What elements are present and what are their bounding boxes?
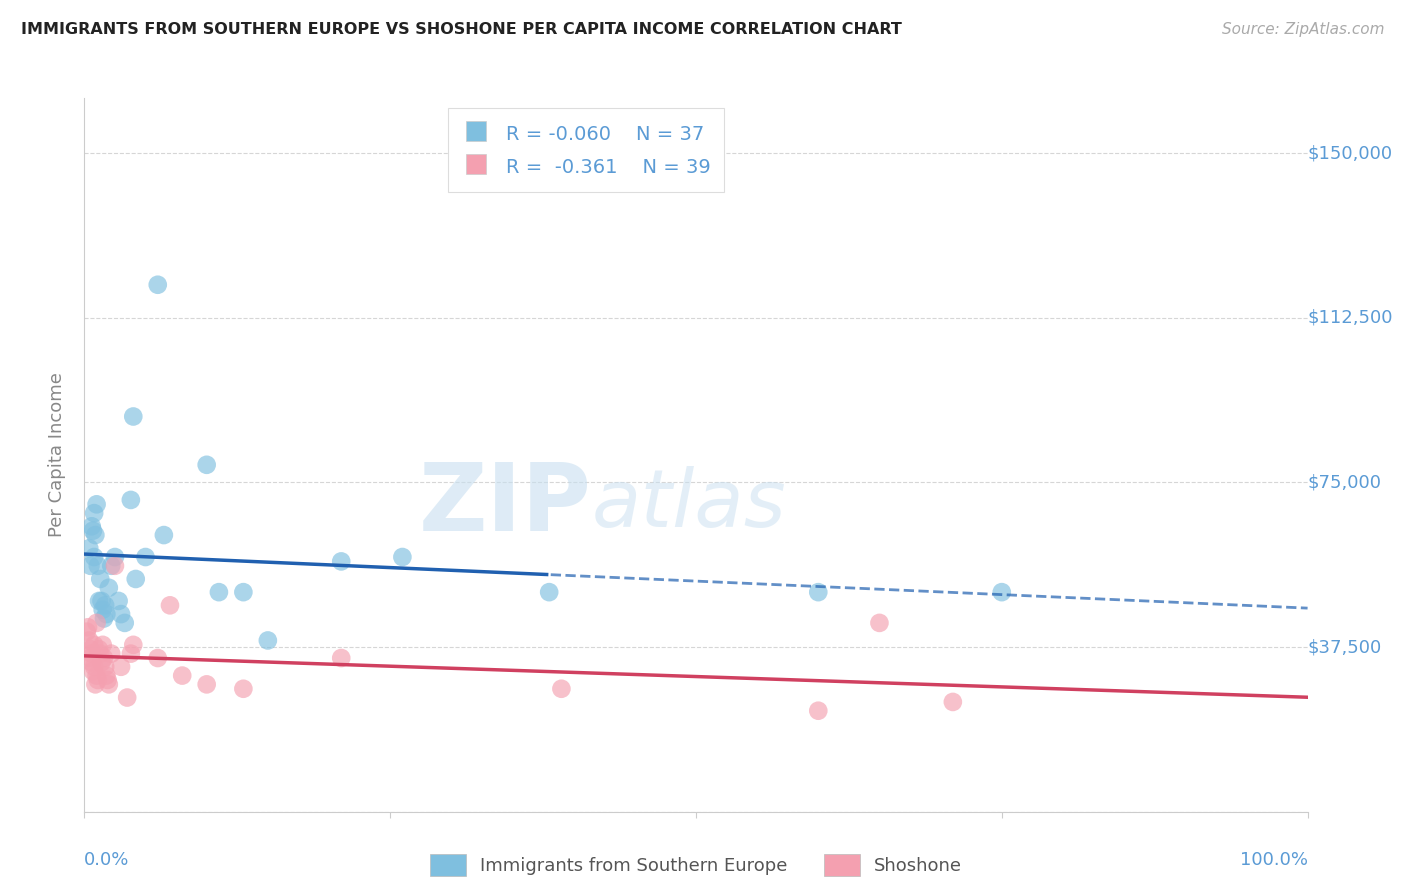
Point: [79, 558, 101, 573]
Point: [153, 528, 176, 542]
Point: [146, 651, 169, 665]
Point: [79, 642, 101, 657]
Point: [208, 585, 231, 599]
Point: [330, 651, 353, 665]
Point: [89, 647, 111, 661]
Point: [232, 681, 254, 696]
Point: [93, 651, 115, 665]
Point: [77, 541, 100, 556]
Point: [232, 585, 254, 599]
Point: [110, 607, 132, 621]
Point: [90, 594, 112, 608]
Point: [90, 656, 112, 670]
Point: [83, 638, 105, 652]
Point: [869, 615, 891, 630]
Point: [107, 594, 129, 608]
Point: [538, 585, 561, 599]
Point: [82, 524, 104, 538]
Point: [82, 664, 104, 678]
Point: [79, 651, 101, 665]
Point: [86, 497, 108, 511]
Point: [87, 558, 110, 573]
Point: [97, 677, 120, 691]
Text: 100.0%: 100.0%: [1240, 851, 1308, 869]
Point: [96, 668, 118, 682]
Point: [807, 704, 830, 718]
Point: [990, 585, 1012, 599]
Point: [84, 677, 107, 691]
Point: [77, 620, 100, 634]
Text: 0.0%: 0.0%: [84, 851, 129, 869]
Point: [120, 647, 142, 661]
Point: [86, 668, 108, 682]
Point: [94, 660, 117, 674]
Point: [80, 656, 103, 670]
Point: [146, 277, 169, 292]
Point: [122, 638, 145, 652]
Point: [87, 642, 110, 657]
Point: [104, 549, 127, 564]
Point: [80, 519, 103, 533]
Text: ZIP: ZIP: [419, 458, 592, 551]
Point: [83, 660, 105, 674]
Point: [330, 554, 353, 568]
Point: [100, 647, 122, 661]
Point: [97, 673, 120, 687]
Point: [80, 647, 103, 661]
Point: [135, 549, 157, 564]
Point: [84, 528, 107, 542]
Point: [77, 633, 100, 648]
Legend: Immigrants from Southern Europe, Shoshone: Immigrants from Southern Europe, Shoshon…: [420, 845, 972, 885]
Point: [172, 668, 194, 682]
Point: [159, 599, 181, 613]
Point: [96, 607, 118, 621]
Text: $112,500: $112,500: [1308, 309, 1393, 326]
Point: [110, 660, 132, 674]
Point: [122, 409, 145, 424]
Point: [195, 458, 218, 472]
Point: [807, 585, 830, 599]
Point: [94, 599, 117, 613]
Point: [83, 549, 105, 564]
Point: [86, 615, 108, 630]
Point: [93, 611, 115, 625]
Text: atlas: atlas: [592, 466, 787, 544]
Text: $150,000: $150,000: [1308, 144, 1393, 162]
Point: [87, 594, 110, 608]
Y-axis label: Per Capita Income: Per Capita Income: [48, 373, 66, 537]
Text: Source: ZipAtlas.com: Source: ZipAtlas.com: [1222, 22, 1385, 37]
Point: [195, 677, 218, 691]
Point: [97, 581, 120, 595]
Point: [257, 633, 280, 648]
Point: [100, 558, 122, 573]
Text: $75,000: $75,000: [1308, 474, 1382, 491]
Point: [115, 690, 138, 705]
Point: [125, 572, 148, 586]
Text: IMMIGRANTS FROM SOUTHERN EUROPE VS SHOSHONE PER CAPITA INCOME CORRELATION CHART: IMMIGRANTS FROM SOUTHERN EUROPE VS SHOSH…: [21, 22, 903, 37]
Point: [83, 506, 105, 520]
Point: [942, 695, 965, 709]
Point: [391, 549, 413, 564]
Point: [120, 492, 142, 507]
Point: [87, 673, 110, 687]
Point: [91, 638, 114, 652]
Text: $37,500: $37,500: [1308, 638, 1382, 656]
Point: [114, 615, 136, 630]
Point: [89, 572, 111, 586]
Point: [104, 558, 127, 573]
Point: [76, 624, 98, 639]
Point: [550, 681, 572, 696]
Point: [91, 603, 114, 617]
